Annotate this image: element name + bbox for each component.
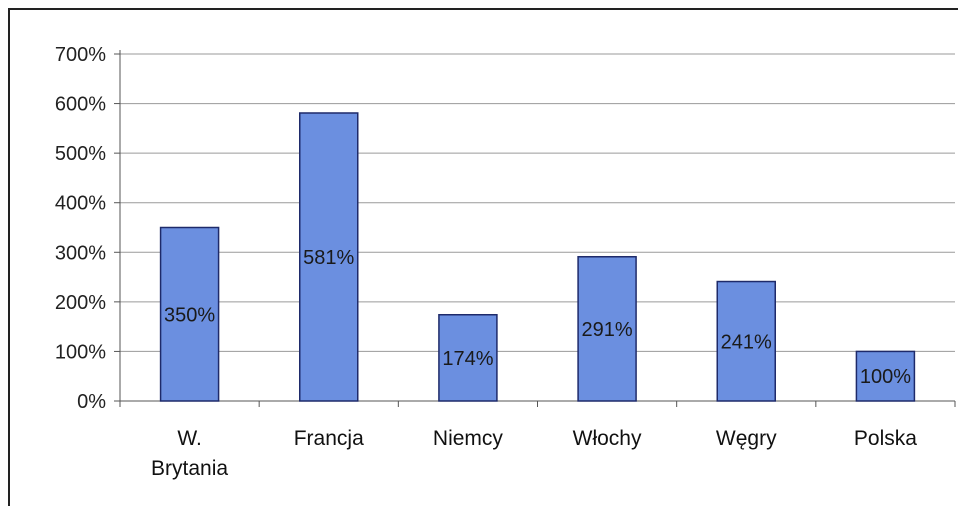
- bar-3: [577, 255, 637, 402]
- bar-0: [159, 226, 220, 402]
- y-tick-label: 0%: [77, 391, 106, 413]
- category-label: Brytania: [151, 457, 228, 480]
- chart-frame: [8, 8, 958, 506]
- y-tick-label: 100%: [55, 341, 106, 363]
- data-label: 350%: [164, 304, 215, 326]
- category-label: W.: [177, 427, 202, 450]
- data-label: 581%: [303, 247, 354, 269]
- category-label: Węgry: [716, 427, 777, 450]
- category-label: Polska: [854, 427, 917, 450]
- data-label: 291%: [582, 319, 633, 341]
- bar-4: [716, 280, 776, 402]
- bar-1: [299, 112, 359, 402]
- data-label: 174%: [442, 348, 493, 370]
- y-tick-label: 200%: [55, 292, 106, 314]
- category-label: Włochy: [573, 427, 642, 450]
- bar-5: [855, 350, 916, 402]
- data-label: 241%: [721, 331, 772, 353]
- category-label: Francja: [294, 427, 364, 450]
- y-tick-label: 400%: [55, 193, 106, 215]
- y-tick-label: 600%: [55, 94, 106, 116]
- data-label: 100%: [860, 366, 911, 388]
- category-label: Niemcy: [433, 427, 504, 450]
- y-tick-label: 700%: [55, 44, 106, 66]
- bar-2: [438, 313, 498, 402]
- y-tick-label: 300%: [55, 242, 106, 264]
- y-tick-label: 500%: [55, 143, 106, 165]
